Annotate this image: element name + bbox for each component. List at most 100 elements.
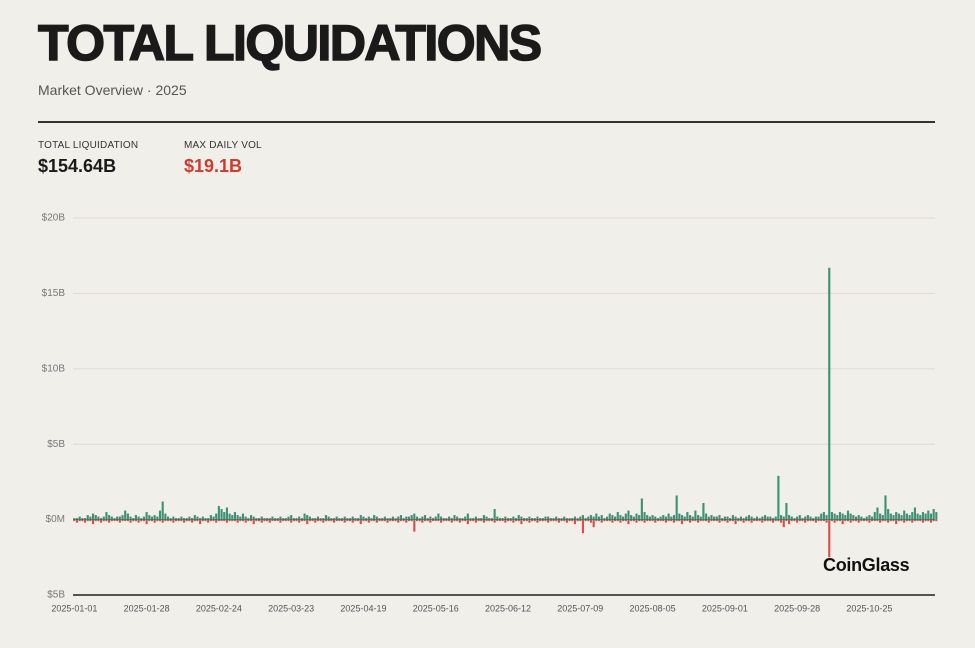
bar (614, 519, 617, 522)
bar (774, 516, 777, 520)
bar (405, 519, 408, 523)
bar (868, 519, 871, 523)
bar (822, 519, 825, 522)
bar (164, 519, 167, 522)
bar (624, 519, 627, 522)
divider (38, 121, 935, 123)
bar (110, 519, 113, 522)
bar (731, 519, 734, 522)
bar (381, 518, 384, 520)
bar (196, 519, 199, 522)
bar (252, 519, 255, 525)
bar (571, 519, 574, 522)
bar (638, 515, 641, 520)
bar (453, 519, 456, 522)
bar (461, 518, 464, 520)
bar (204, 519, 207, 522)
x-tick-label: 2025-09-28 (774, 603, 820, 613)
bar (555, 516, 558, 520)
bar (924, 513, 927, 520)
bar (217, 506, 220, 520)
bar (729, 519, 732, 522)
bar (771, 519, 775, 523)
bar (306, 519, 309, 525)
bar (92, 513, 95, 520)
bar (276, 519, 279, 522)
bar (493, 509, 496, 520)
bar (498, 518, 502, 520)
bar (316, 519, 320, 522)
bar (166, 519, 170, 522)
bar (514, 518, 518, 520)
bar (249, 515, 253, 520)
bar (129, 516, 132, 520)
bar (758, 518, 761, 520)
bar (498, 519, 502, 522)
bar (627, 510, 630, 520)
bar (788, 515, 791, 520)
bar (102, 519, 105, 522)
x-tick-label: 2025-01-01 (51, 603, 97, 613)
bar (375, 516, 378, 520)
bar (903, 519, 906, 523)
bar (252, 516, 255, 520)
bar (220, 509, 223, 520)
bar (397, 516, 400, 520)
bar (900, 515, 903, 520)
bar (311, 519, 314, 522)
bar (584, 519, 587, 522)
bar (879, 513, 882, 520)
bar (656, 519, 659, 522)
bar (750, 516, 753, 520)
bar (651, 519, 654, 522)
bar (755, 516, 759, 520)
bar (646, 519, 649, 522)
bar (201, 516, 204, 520)
bar (308, 519, 311, 522)
bar (758, 519, 761, 522)
bar (723, 516, 726, 520)
bar (528, 519, 531, 523)
bar (525, 519, 528, 522)
bar (153, 515, 156, 520)
bar (908, 515, 911, 520)
bar (919, 519, 922, 522)
bar (378, 519, 381, 522)
bar (552, 518, 555, 520)
bar (614, 516, 617, 520)
bar (780, 515, 783, 520)
bar (303, 519, 306, 522)
bar (876, 507, 879, 520)
bar (563, 519, 566, 522)
bar (346, 519, 349, 522)
bar (180, 516, 183, 520)
bar (648, 519, 651, 522)
bar (512, 519, 515, 523)
bar (316, 516, 320, 520)
bar (592, 519, 595, 528)
bar (600, 515, 603, 520)
bar (520, 519, 523, 525)
bar (862, 519, 866, 522)
bar (132, 519, 135, 522)
bar (608, 519, 611, 522)
bar (830, 519, 834, 522)
x-tick-label: 2025-04-19 (340, 603, 386, 613)
bar (166, 516, 170, 520)
bar (180, 519, 183, 522)
bar (905, 519, 908, 522)
bar (683, 516, 686, 520)
bar (565, 518, 568, 520)
bar (579, 516, 582, 520)
bar (699, 519, 702, 522)
bar (881, 515, 884, 520)
bar (349, 519, 352, 522)
bar (231, 519, 234, 522)
bar (319, 519, 322, 522)
bar (667, 513, 670, 520)
bar (576, 519, 579, 522)
bar (517, 515, 520, 520)
bar (137, 516, 140, 520)
bar (466, 519, 469, 525)
bar (295, 519, 298, 522)
